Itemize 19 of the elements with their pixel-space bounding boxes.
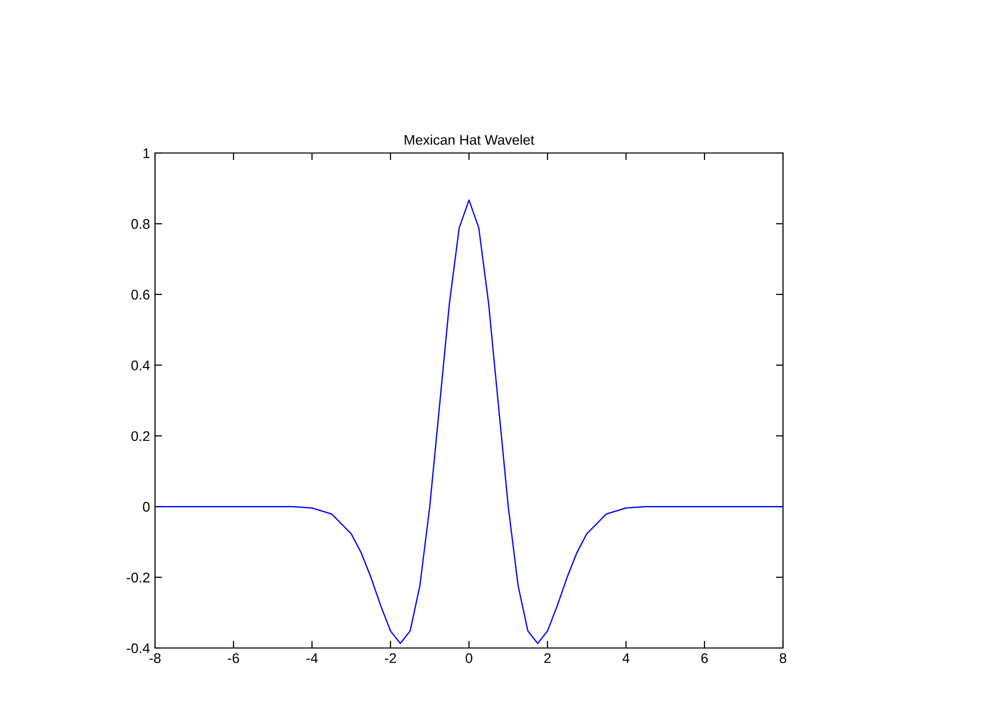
x-tick-label: -8 [149,653,161,664]
y-tick-label: 0.2 [131,431,150,442]
x-tick-label: 0 [466,653,472,664]
y-tick-label: -0.4 [126,643,150,654]
y-tick-label: 0.4 [131,360,150,370]
x-tick-label: -4 [306,653,318,663]
x-tick-label: -6 [228,653,240,664]
line-series [155,199,783,644]
x-tick-label: 4 [622,653,630,663]
x-tick-label: -2 [384,653,396,663]
x-tick-label: 6 [701,653,708,664]
y-tick-label: 0 [142,502,150,512]
y-tick-label: -0.2 [126,572,150,582]
x-tick-label: 2 [544,653,551,663]
x-tick-label: 8 [780,653,786,664]
y-tick-label: 0.8 [131,219,150,229]
y-tick-label: 1 [143,148,150,158]
chart-title: Mexican Hat Wavelet [404,134,534,145]
y-tick-label: 0.6 [131,290,150,300]
